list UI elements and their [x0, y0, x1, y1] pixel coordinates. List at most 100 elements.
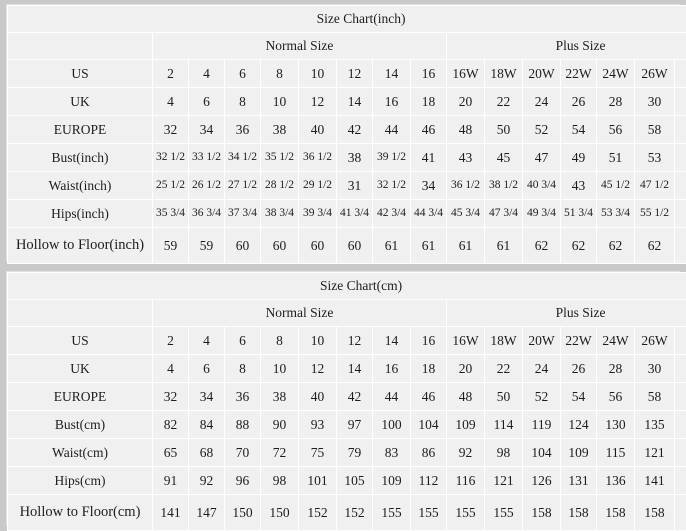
table-cell: 90: [261, 411, 299, 439]
table-cell: 32: [153, 383, 189, 411]
table-cell: 12: [337, 60, 373, 88]
table-cell: 98: [485, 439, 523, 467]
table-cell: 60: [225, 228, 261, 264]
table-cell: 131: [561, 467, 597, 495]
table-cell: 16W: [447, 327, 485, 355]
table-cell: 70: [225, 439, 261, 467]
table-cell: 6: [225, 327, 261, 355]
table-cell: 4: [189, 60, 225, 88]
table-cell: 47 3/4: [485, 200, 523, 228]
table-cell: 24: [523, 355, 561, 383]
table-cell: 84: [189, 411, 225, 439]
table-cell: 150: [261, 495, 299, 531]
table-cell: 36: [225, 116, 261, 144]
table-cell: 18: [411, 88, 447, 116]
table-cell: 101: [299, 467, 337, 495]
table-cell: 14: [373, 327, 411, 355]
table-cell-spacer: [675, 327, 686, 355]
table-cell: 24W: [597, 60, 635, 88]
table-cell: 112: [411, 467, 447, 495]
table-cell: 42: [337, 383, 373, 411]
table-cell: 25 1/2: [153, 172, 189, 200]
row-label: EUROPE: [8, 383, 153, 411]
group-header-blank: [8, 33, 153, 60]
table-cell: 60: [337, 228, 373, 264]
table-cell: 45: [485, 144, 523, 172]
table-cell: 51: [597, 144, 635, 172]
table-cell: 38: [261, 383, 299, 411]
table-cell: 31: [337, 172, 373, 200]
table-cell: 36 1/2: [299, 144, 337, 172]
table-cell: 30: [635, 88, 675, 116]
table-cell: 34: [189, 116, 225, 144]
table-cell: 88: [225, 411, 261, 439]
table-cell: 22: [485, 355, 523, 383]
table-cell: 141: [153, 495, 189, 531]
table-cell: 49 3/4: [523, 200, 561, 228]
table-cell: 93: [299, 411, 337, 439]
chart-title-row: Size Chart(inch): [8, 6, 686, 33]
table-cell: 45 1/2: [597, 172, 635, 200]
table-cell: 109: [561, 439, 597, 467]
table-cell: 61: [485, 228, 523, 264]
table-cell: 53: [635, 144, 675, 172]
table-cell: 158: [561, 495, 597, 531]
table-cell: 97: [337, 411, 373, 439]
table-cell: 141: [635, 467, 675, 495]
table-cell: 24: [523, 88, 561, 116]
table-cell: 10: [261, 88, 299, 116]
table-cell: 8: [225, 88, 261, 116]
table-cell: 8: [225, 355, 261, 383]
table-cell: 72: [261, 439, 299, 467]
row-label: Hips(cm): [8, 467, 153, 495]
table-cell: 43: [447, 144, 485, 172]
table-cell: 158: [635, 495, 675, 531]
table-cell: 54: [561, 383, 597, 411]
table-cell: 52: [523, 116, 561, 144]
table-cell: 26: [561, 355, 597, 383]
table-cell: 62: [635, 228, 675, 264]
table-cell-spacer: [675, 439, 686, 467]
table-cell: 62: [561, 228, 597, 264]
row-label: EUROPE: [8, 116, 153, 144]
group-header-plus-size: Plus Size: [447, 300, 686, 327]
table-cell: 14: [373, 60, 411, 88]
table-cell-spacer: [675, 60, 686, 88]
table-cell-spacer: [675, 467, 686, 495]
table-cell: 51 3/4: [561, 200, 597, 228]
table-cell: 6: [225, 60, 261, 88]
table-cell: 130: [597, 411, 635, 439]
table-cell: 41: [411, 144, 447, 172]
table-cell: 50: [485, 383, 523, 411]
table-cell: 116: [447, 467, 485, 495]
table-cell: 46: [411, 383, 447, 411]
table-cell: 56: [597, 116, 635, 144]
table-cell: 38: [261, 116, 299, 144]
table-cell: 47 1/2: [635, 172, 675, 200]
table-cell: 26W: [635, 327, 675, 355]
table-cell: 35 1/2: [261, 144, 299, 172]
table-cell: 12: [337, 327, 373, 355]
table-cell: 135: [635, 411, 675, 439]
table-cell: 20W: [523, 60, 561, 88]
table-cell: 119: [523, 411, 561, 439]
table-cell: 40: [299, 116, 337, 144]
table-cell: 29 1/2: [299, 172, 337, 200]
table-cell: 14: [337, 88, 373, 116]
table-cell: 62: [597, 228, 635, 264]
row-label: Bust(inch): [8, 144, 153, 172]
table-cell: 109: [447, 411, 485, 439]
table-cell: 104: [523, 439, 561, 467]
table-cell: 34: [411, 172, 447, 200]
table-cell: 39 1/2: [373, 144, 411, 172]
table-cell: 20: [447, 355, 485, 383]
table-cell: 147: [189, 495, 225, 531]
table-cell: 50: [485, 116, 523, 144]
